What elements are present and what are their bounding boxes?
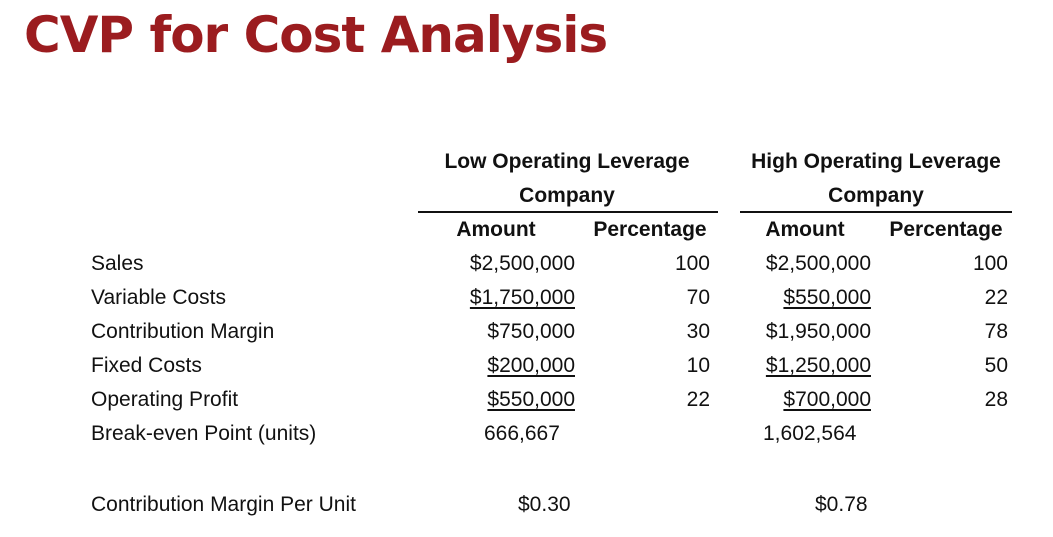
high-percentage-operating-profit: 28 (984, 388, 1008, 411)
high-amount-variable-costs-value: $550,000 (783, 286, 871, 309)
low-amount-contribution-margin: $750,000 (487, 320, 575, 343)
low-amount-break-even-point: 666,667 (484, 422, 560, 445)
group-header-low-line2: Company (519, 184, 615, 207)
row-label-cm-per-unit: Contribution Margin Per Unit (91, 493, 356, 516)
group-underline-high (740, 211, 1012, 213)
high-amount-fixed-costs-value: $1,250,000 (765, 354, 871, 377)
high-amount-contribution-margin: $1,950,000 (765, 320, 871, 343)
high-amount-sales: $2,500,000 (765, 252, 871, 275)
low-amount-variable-costs: $1,750,000 (420, 283, 575, 313)
low-amount-operating-profit-value: $550,000 (487, 388, 575, 411)
row-label-fixed-costs: Fixed Costs (91, 354, 202, 377)
column-header-high-percentage: Percentage (889, 218, 1003, 241)
high-percentage-contribution-margin: 78 (984, 320, 1008, 343)
row-label-break-even-point: Break-even Point (units) (91, 422, 317, 445)
group-header-high-line1: High Operating Leverage (751, 150, 1001, 173)
group-header-high-leverage: High Operating Leverage Company (740, 145, 1012, 213)
column-header-low-amount: Amount (456, 218, 536, 241)
low-amount-sales: $2,500,000 (469, 252, 575, 275)
group-underline-low (418, 211, 718, 213)
row-label-sales: Sales (91, 252, 144, 275)
high-amount-variable-costs: $550,000 (715, 283, 871, 313)
row-label-variable-costs: Variable Costs (91, 286, 227, 309)
high-amount-break-even-point: 1,602,564 (763, 422, 857, 445)
low-percentage-fixed-costs: 10 (686, 354, 710, 377)
low-percentage-contribution-margin: 30 (686, 320, 710, 343)
high-amount-fixed-costs: $1,250,000 (715, 351, 871, 381)
low-percentage-operating-profit: 22 (686, 388, 710, 411)
row-label-contribution-margin: Contribution Margin (91, 320, 275, 343)
column-header-high-amount: Amount (765, 218, 845, 241)
column-header-low-percentage: Percentage (593, 218, 707, 241)
high-cm-per-unit: $0.78 (815, 493, 868, 516)
group-header-low-leverage: Low Operating Leverage Company (418, 145, 716, 213)
low-cm-per-unit: $0.30 (518, 493, 571, 516)
low-amount-fixed-costs: $200,000 (420, 351, 575, 381)
page-title: CVP for Cost Analysis (24, 6, 608, 64)
high-amount-operating-profit-value: $700,000 (783, 388, 871, 411)
high-percentage-fixed-costs: 50 (984, 354, 1008, 377)
low-amount-operating-profit: $550,000 (420, 385, 575, 415)
low-amount-fixed-costs-value: $200,000 (487, 354, 575, 377)
high-amount-operating-profit: $700,000 (715, 385, 871, 415)
group-header-high-line2: Company (828, 184, 924, 207)
low-percentage-sales: 100 (674, 252, 710, 275)
low-amount-variable-costs-value: $1,750,000 (469, 286, 575, 309)
group-header-low-line1: Low Operating Leverage (444, 150, 690, 173)
high-percentage-variable-costs: 22 (984, 286, 1008, 309)
low-percentage-variable-costs: 70 (686, 286, 710, 309)
row-label-operating-profit: Operating Profit (91, 388, 239, 411)
high-percentage-sales: 100 (972, 252, 1008, 275)
